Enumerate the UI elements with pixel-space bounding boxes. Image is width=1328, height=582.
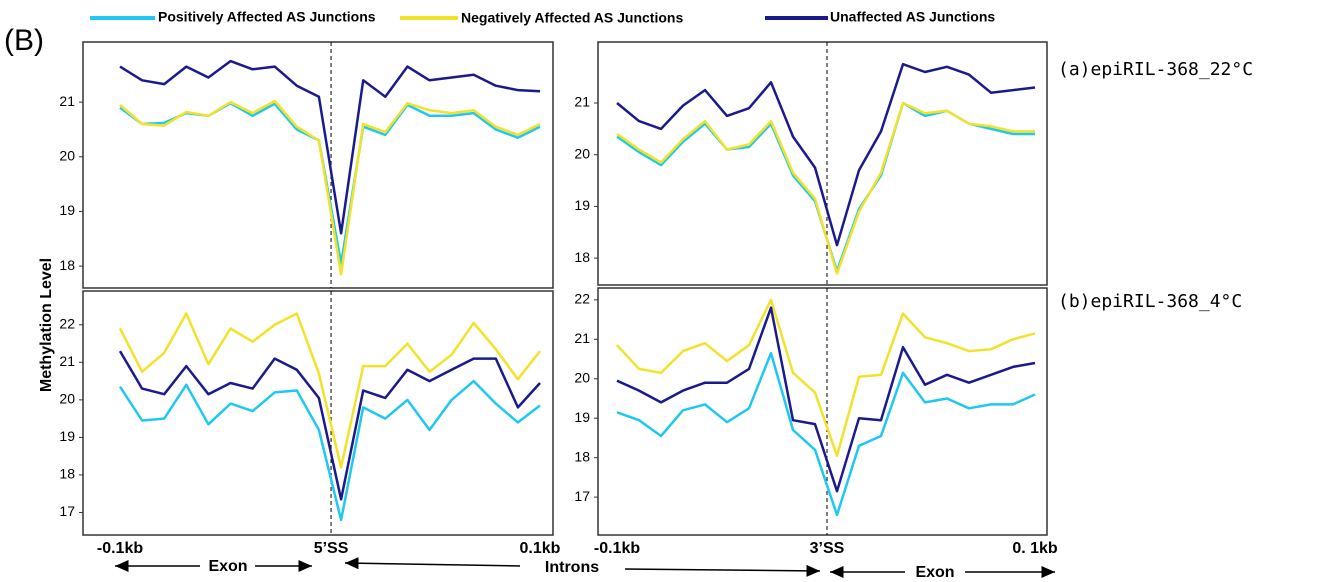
y-tick-label: 17: [59, 503, 75, 519]
y-axis-label: Methylation Level: [38, 258, 55, 392]
y-tick-label: 22: [59, 315, 75, 331]
region-label: Exon: [915, 564, 954, 581]
x-tick-label: 5’SS: [314, 540, 349, 557]
x-tick-label: 0. 1kb: [1012, 540, 1058, 557]
y-tick-label: 19: [574, 409, 590, 425]
series-line: [119, 99, 541, 276]
y-tick-label: 19: [59, 202, 75, 218]
series-line: [616, 351, 1036, 517]
y-tick-label: 17: [574, 488, 590, 504]
panel-title: (b)epiRIL-368_4°C: [1058, 291, 1242, 312]
panel: 18 19 20 21: [59, 41, 554, 289]
y-tick-label: 18: [59, 257, 75, 273]
series-line: [118, 312, 541, 469]
series-line: [616, 101, 1035, 275]
y-tick-label: 20: [574, 145, 590, 161]
series-line: [616, 62, 1036, 247]
panel: 18 19 20 21 (a)epiRIL-368_22°C: [574, 41, 1253, 286]
y-tick-label: 20: [574, 369, 590, 385]
y-tick-label: 18: [59, 466, 75, 482]
x-tick-label: 3’SS: [810, 540, 845, 557]
plot-frame: [82, 290, 554, 536]
region-label: Exon: [208, 558, 247, 575]
x-tick-label: 0.1kb: [520, 540, 561, 557]
y-tick-label: 21: [59, 93, 75, 109]
series-line: [119, 59, 541, 235]
series-line: [616, 306, 1036, 493]
x-tick-label: -0.1kb: [594, 540, 640, 557]
panel-title: (a)epiRIL-368_22°C: [1058, 59, 1253, 80]
legend-label: Unaffected AS Junctions: [830, 9, 995, 25]
y-tick-label: 19: [574, 197, 590, 213]
panel: 17 18 19 20 21 22 -0.1kb 3’SS 0. 1kb (b)epiRIL-36…: [574, 287, 1242, 557]
y-tick-label: 19: [59, 428, 75, 444]
y-tick-label: 20: [59, 148, 75, 164]
series-line: [616, 298, 1036, 457]
arrow: [344, 557, 521, 570]
x-tick-label: -0.1kb: [97, 540, 143, 557]
y-tick-label: 20: [59, 391, 75, 407]
y-tick-label: 18: [574, 448, 590, 464]
y-tick-label: 21: [574, 94, 590, 110]
y-tick-label: 21: [574, 330, 590, 346]
y-tick-label: 21: [59, 353, 75, 369]
series-line: [118, 350, 541, 501]
legend-label: Positively Affected AS Junctions: [158, 9, 376, 25]
y-tick-label: 22: [574, 291, 590, 307]
y-tick-label: 18: [574, 249, 590, 265]
arrow: [624, 564, 821, 577]
figure-label: (B): [4, 24, 44, 57]
plot-frame: [597, 41, 1048, 286]
legend: Positively Affected AS Junctions Negativ…: [90, 9, 995, 26]
region-arrows: [115, 557, 1055, 578]
series-line: [118, 379, 541, 522]
legend-label: Negatively Affected AS Junctions: [461, 10, 683, 26]
region-label: Introns: [545, 559, 599, 576]
panel: 17 18 19 20 21 22 -0.1kb 5’SS 0.1kb: [59, 290, 561, 557]
